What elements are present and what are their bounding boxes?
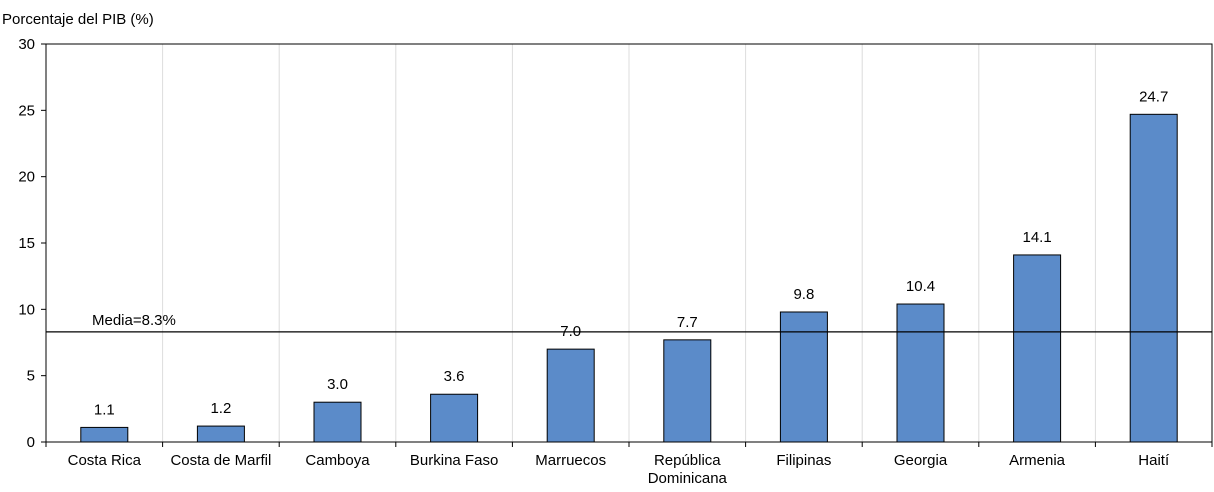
x-tick-label: Haití bbox=[1138, 452, 1170, 469]
value-label: 10.4 bbox=[906, 278, 935, 295]
y-tick-label: 0 bbox=[27, 434, 35, 451]
y-tick-label: 25 bbox=[18, 102, 35, 119]
x-tick-label: Marruecos bbox=[535, 452, 606, 469]
value-label: 14.1 bbox=[1022, 229, 1051, 246]
y-tick-label: 5 bbox=[27, 368, 35, 385]
mean-label: Media=8.3% bbox=[92, 312, 176, 329]
bars bbox=[80, 113, 1178, 443]
value-label: 9.8 bbox=[793, 286, 814, 303]
bar bbox=[1013, 254, 1062, 443]
value-label: 3.6 bbox=[444, 368, 465, 385]
x-tick-label: Costa de Marfil bbox=[170, 452, 271, 469]
y-tick-labels: 0 5 10 15 20 25 30 bbox=[18, 36, 35, 451]
y-tick-label: 20 bbox=[18, 169, 35, 186]
value-label: 7.7 bbox=[677, 314, 698, 331]
bar bbox=[80, 426, 129, 443]
x-tick-label: Burkina Faso bbox=[410, 452, 498, 469]
bar bbox=[430, 393, 479, 443]
y-tick-label: 10 bbox=[18, 301, 35, 318]
value-labels: 1.1 1.23.0 3.67.07.79.8 10.414.124.7 bbox=[94, 88, 1168, 418]
y-tick-label: 15 bbox=[18, 235, 35, 252]
value-label: 24.7 bbox=[1139, 88, 1168, 105]
x-tick-labels: Costa Rica Costa de Marfil Camboya Burkina … bbox=[68, 452, 1170, 487]
y-tick-label: 30 bbox=[18, 36, 35, 53]
y-axis-title: Porcentaje del PIB (%) bbox=[2, 11, 154, 28]
bar bbox=[196, 425, 245, 443]
x-tick-label: Filipinas bbox=[776, 452, 831, 469]
x-tick-label: Armenia bbox=[1009, 452, 1066, 469]
bar bbox=[1129, 113, 1178, 443]
value-label: 1.1 bbox=[94, 401, 115, 418]
axes bbox=[41, 43, 1213, 447]
x-tick-label: Georgia bbox=[894, 452, 948, 469]
bar bbox=[896, 303, 945, 443]
bar bbox=[546, 348, 595, 443]
x-tick-label: República Dominicana bbox=[648, 452, 728, 487]
value-label: 1.2 bbox=[210, 400, 231, 417]
gridlines bbox=[162, 44, 1096, 442]
value-label: 3.0 bbox=[327, 376, 348, 393]
bar bbox=[313, 401, 362, 443]
x-tick-label: Camboya bbox=[305, 452, 370, 469]
bar bbox=[663, 339, 712, 443]
x-tick-label: Costa Rica bbox=[68, 452, 142, 469]
mean-reference: Media=8.3% bbox=[46, 312, 1212, 333]
